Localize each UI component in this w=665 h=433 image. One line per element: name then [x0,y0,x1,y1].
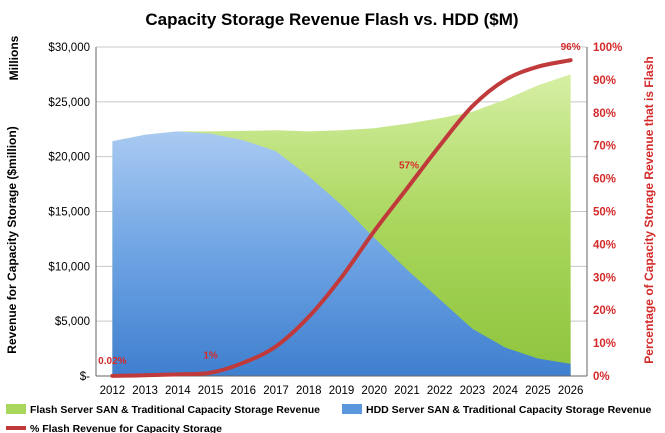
legend-swatch-flash [6,404,26,414]
y2-tick-label: 90% [593,75,616,87]
y-axis-title: Revenue for Capacity Storage ($million) [5,126,19,353]
pct-line-path [110,58,573,378]
x-tick-label: 2020 [361,385,387,397]
x-tick-label: 2021 [394,385,420,397]
legend: Flash Server SAN & Traditional Capacity … [6,404,651,433]
y-tick-label: $15,000 [48,207,90,219]
legend-label-flash: Flash Server SAN & Traditional Capacity … [30,404,320,416]
legend-swatch-hdd [342,404,362,414]
y2-tick-label: 30% [593,272,616,284]
data-label: 96% [561,42,581,53]
y2-tick-label: 20% [593,305,616,317]
y2-tick-label: 60% [593,174,616,186]
x-tick-label: 2018 [296,385,322,397]
y-tick-label: $- [80,371,90,383]
x-tick-label: 2013 [132,385,158,397]
y-tick-label: $20,000 [48,152,90,164]
pct-line [110,58,573,378]
y2-tick-label: 0% [593,371,610,383]
y2-axis-ticks: 0% 10% 20% 30% 40% 50% 60% 70% 80% 90% 100% [593,42,622,383]
x-tick-label: 2026 [558,385,584,397]
legend-label-hdd: HDD Server SAN & Traditional Capacity St… [366,404,651,416]
y-axis-ticks: $- $5,000 $10,000 $15,000 $20,000 $25,000 $30,… [48,42,90,383]
annotations: 0.02% 1% 57% 96% [98,42,581,367]
data-label: 1% [203,351,218,362]
y2-tick-label: 70% [593,141,616,153]
data-label: 0.02% [98,356,126,367]
x-tick-label: 2025 [525,385,551,397]
hdd-area [112,131,571,376]
chart-title: Capacity Storage Revenue Flash vs. HDD (… [145,10,518,29]
data-label: 57% [399,160,419,171]
y2-tick-label: 100% [593,42,622,54]
x-tick-label: 2017 [263,385,289,397]
x-tick-label: 2024 [492,385,518,397]
y-tick-label: $10,000 [48,261,90,273]
x-tick-label: 2014 [165,385,191,397]
x-tick-label: 2016 [231,385,257,397]
x-tick-label: 2022 [427,385,453,397]
y-tick-label: $5,000 [55,316,90,328]
x-tick-label: 2023 [460,385,486,397]
y2-tick-label: 10% [593,338,616,350]
y2-tick-label: 40% [593,239,616,251]
x-tick-label: 2019 [329,385,355,397]
x-axis-ticks: 2012 2013 2014 2015 2016 2017 2018 2019 2020 2021… [100,385,584,397]
y-unit-label: Millions [7,35,21,80]
x-tick-label: 2015 [198,385,224,397]
y2-tick-label: 80% [593,108,616,120]
x-tick-label: 2012 [100,385,126,397]
y-tick-label: $25,000 [48,97,90,109]
legend-label-pct: % Flash Revenue for Capacity Storage [30,423,222,433]
y2-tick-label: 50% [593,207,616,219]
y-tick-label: $30,000 [48,42,90,54]
y2-axis-title: Percentage of Capacity Storage Revenue t… [642,56,656,363]
plot-areas [112,74,571,377]
